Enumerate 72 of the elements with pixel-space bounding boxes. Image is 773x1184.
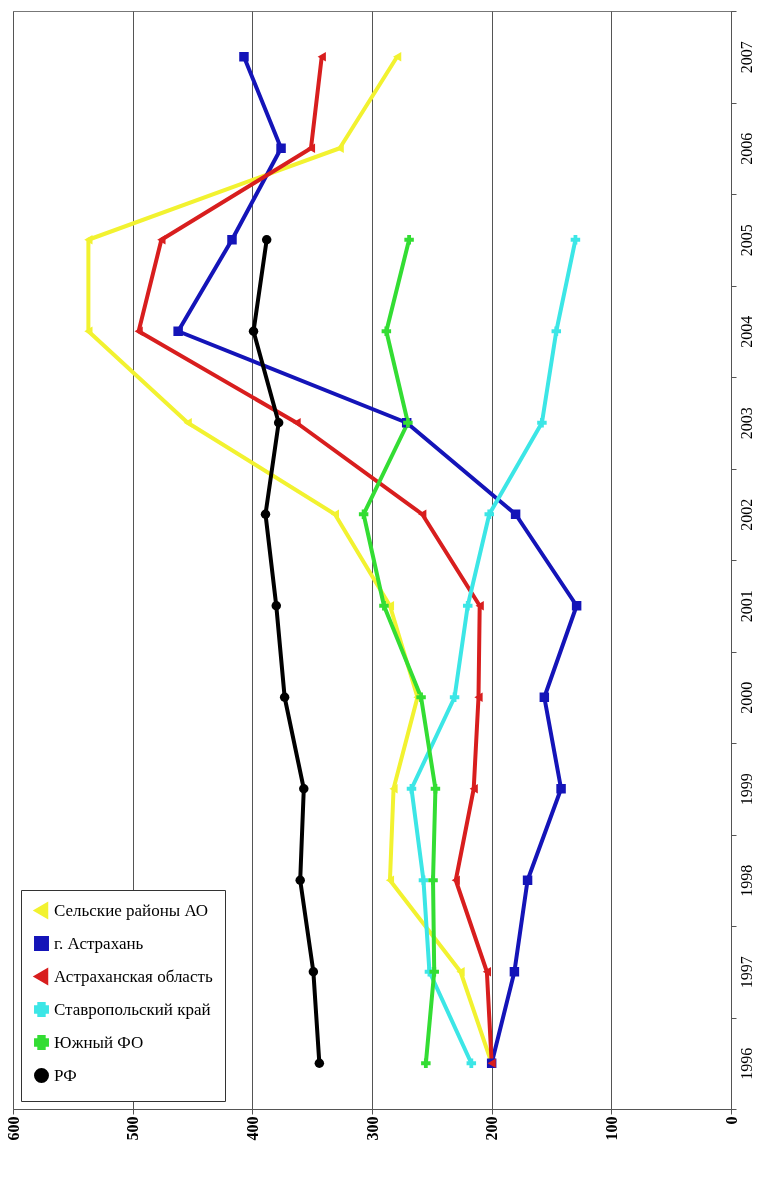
legend-label: Ставропольский край: [54, 999, 211, 1019]
point: [393, 52, 402, 62]
point: [299, 784, 309, 794]
x-tick-label: 500: [124, 1116, 142, 1141]
point: [295, 875, 305, 885]
point: [273, 418, 284, 428]
legend-label: Астраханская область: [54, 966, 213, 986]
y-tick-label: 1996: [737, 1047, 755, 1080]
point: [556, 784, 566, 794]
point: [466, 1058, 477, 1068]
point: [484, 509, 495, 519]
point: [475, 601, 484, 611]
point: [509, 967, 520, 977]
x-tick-label: 600: [4, 1116, 22, 1141]
point: [510, 509, 521, 519]
point: [389, 784, 398, 794]
y-tick-label: 2000: [737, 681, 755, 714]
y-tick-label: 2001: [737, 590, 755, 623]
point: [416, 692, 426, 702]
y-tick-label: 2007: [737, 41, 755, 74]
point: [474, 692, 483, 702]
point: [317, 52, 326, 62]
y-tick-label: 1997: [737, 956, 755, 989]
y-tick-label: 2002: [737, 498, 755, 531]
point: [239, 52, 249, 62]
legend-label: РФ: [54, 1065, 77, 1085]
point: [227, 235, 237, 245]
point: [306, 143, 316, 153]
point: [381, 326, 392, 336]
point: [428, 875, 438, 885]
point: [314, 1058, 325, 1068]
point: [308, 967, 319, 977]
point: [248, 326, 259, 336]
point: [469, 784, 478, 794]
legend-label: г. Астрахань: [54, 933, 144, 953]
point: [537, 418, 547, 428]
point: [260, 509, 271, 519]
point: [462, 601, 473, 611]
y-tick-label: 1998: [737, 864, 755, 897]
point: [279, 692, 290, 702]
point: [539, 692, 550, 702]
point: [292, 418, 301, 428]
point: [451, 875, 460, 885]
point: [271, 601, 282, 611]
point: [429, 967, 439, 977]
y-tick-label: 2004: [737, 315, 755, 348]
point: [358, 509, 369, 519]
y-tick-label: 2003: [737, 407, 755, 440]
legend-label: Южный ФО: [54, 1032, 144, 1052]
point: [571, 601, 582, 611]
point: [522, 875, 533, 885]
y-tick-label: 2005: [737, 224, 755, 257]
point: [379, 601, 389, 611]
x-tick-label: 400: [243, 1116, 261, 1141]
x-tick-label: 0: [722, 1116, 740, 1125]
point: [482, 967, 491, 977]
y-tick-label: 2006: [737, 132, 755, 165]
point: [134, 326, 143, 336]
x-tick-label: 200: [483, 1116, 501, 1141]
point: [418, 509, 427, 519]
point: [261, 235, 272, 245]
point: [404, 235, 414, 245]
x-tick-label: 100: [602, 1116, 620, 1141]
point: [551, 326, 562, 336]
point: [276, 143, 286, 153]
x-tick-label: 300: [363, 1116, 381, 1141]
point: [456, 967, 465, 977]
y-tick-label: 1999: [737, 773, 755, 806]
point: [183, 418, 192, 428]
point: [421, 1058, 431, 1068]
legend-label: Сельские районы АО: [54, 900, 209, 920]
point: [173, 326, 183, 336]
